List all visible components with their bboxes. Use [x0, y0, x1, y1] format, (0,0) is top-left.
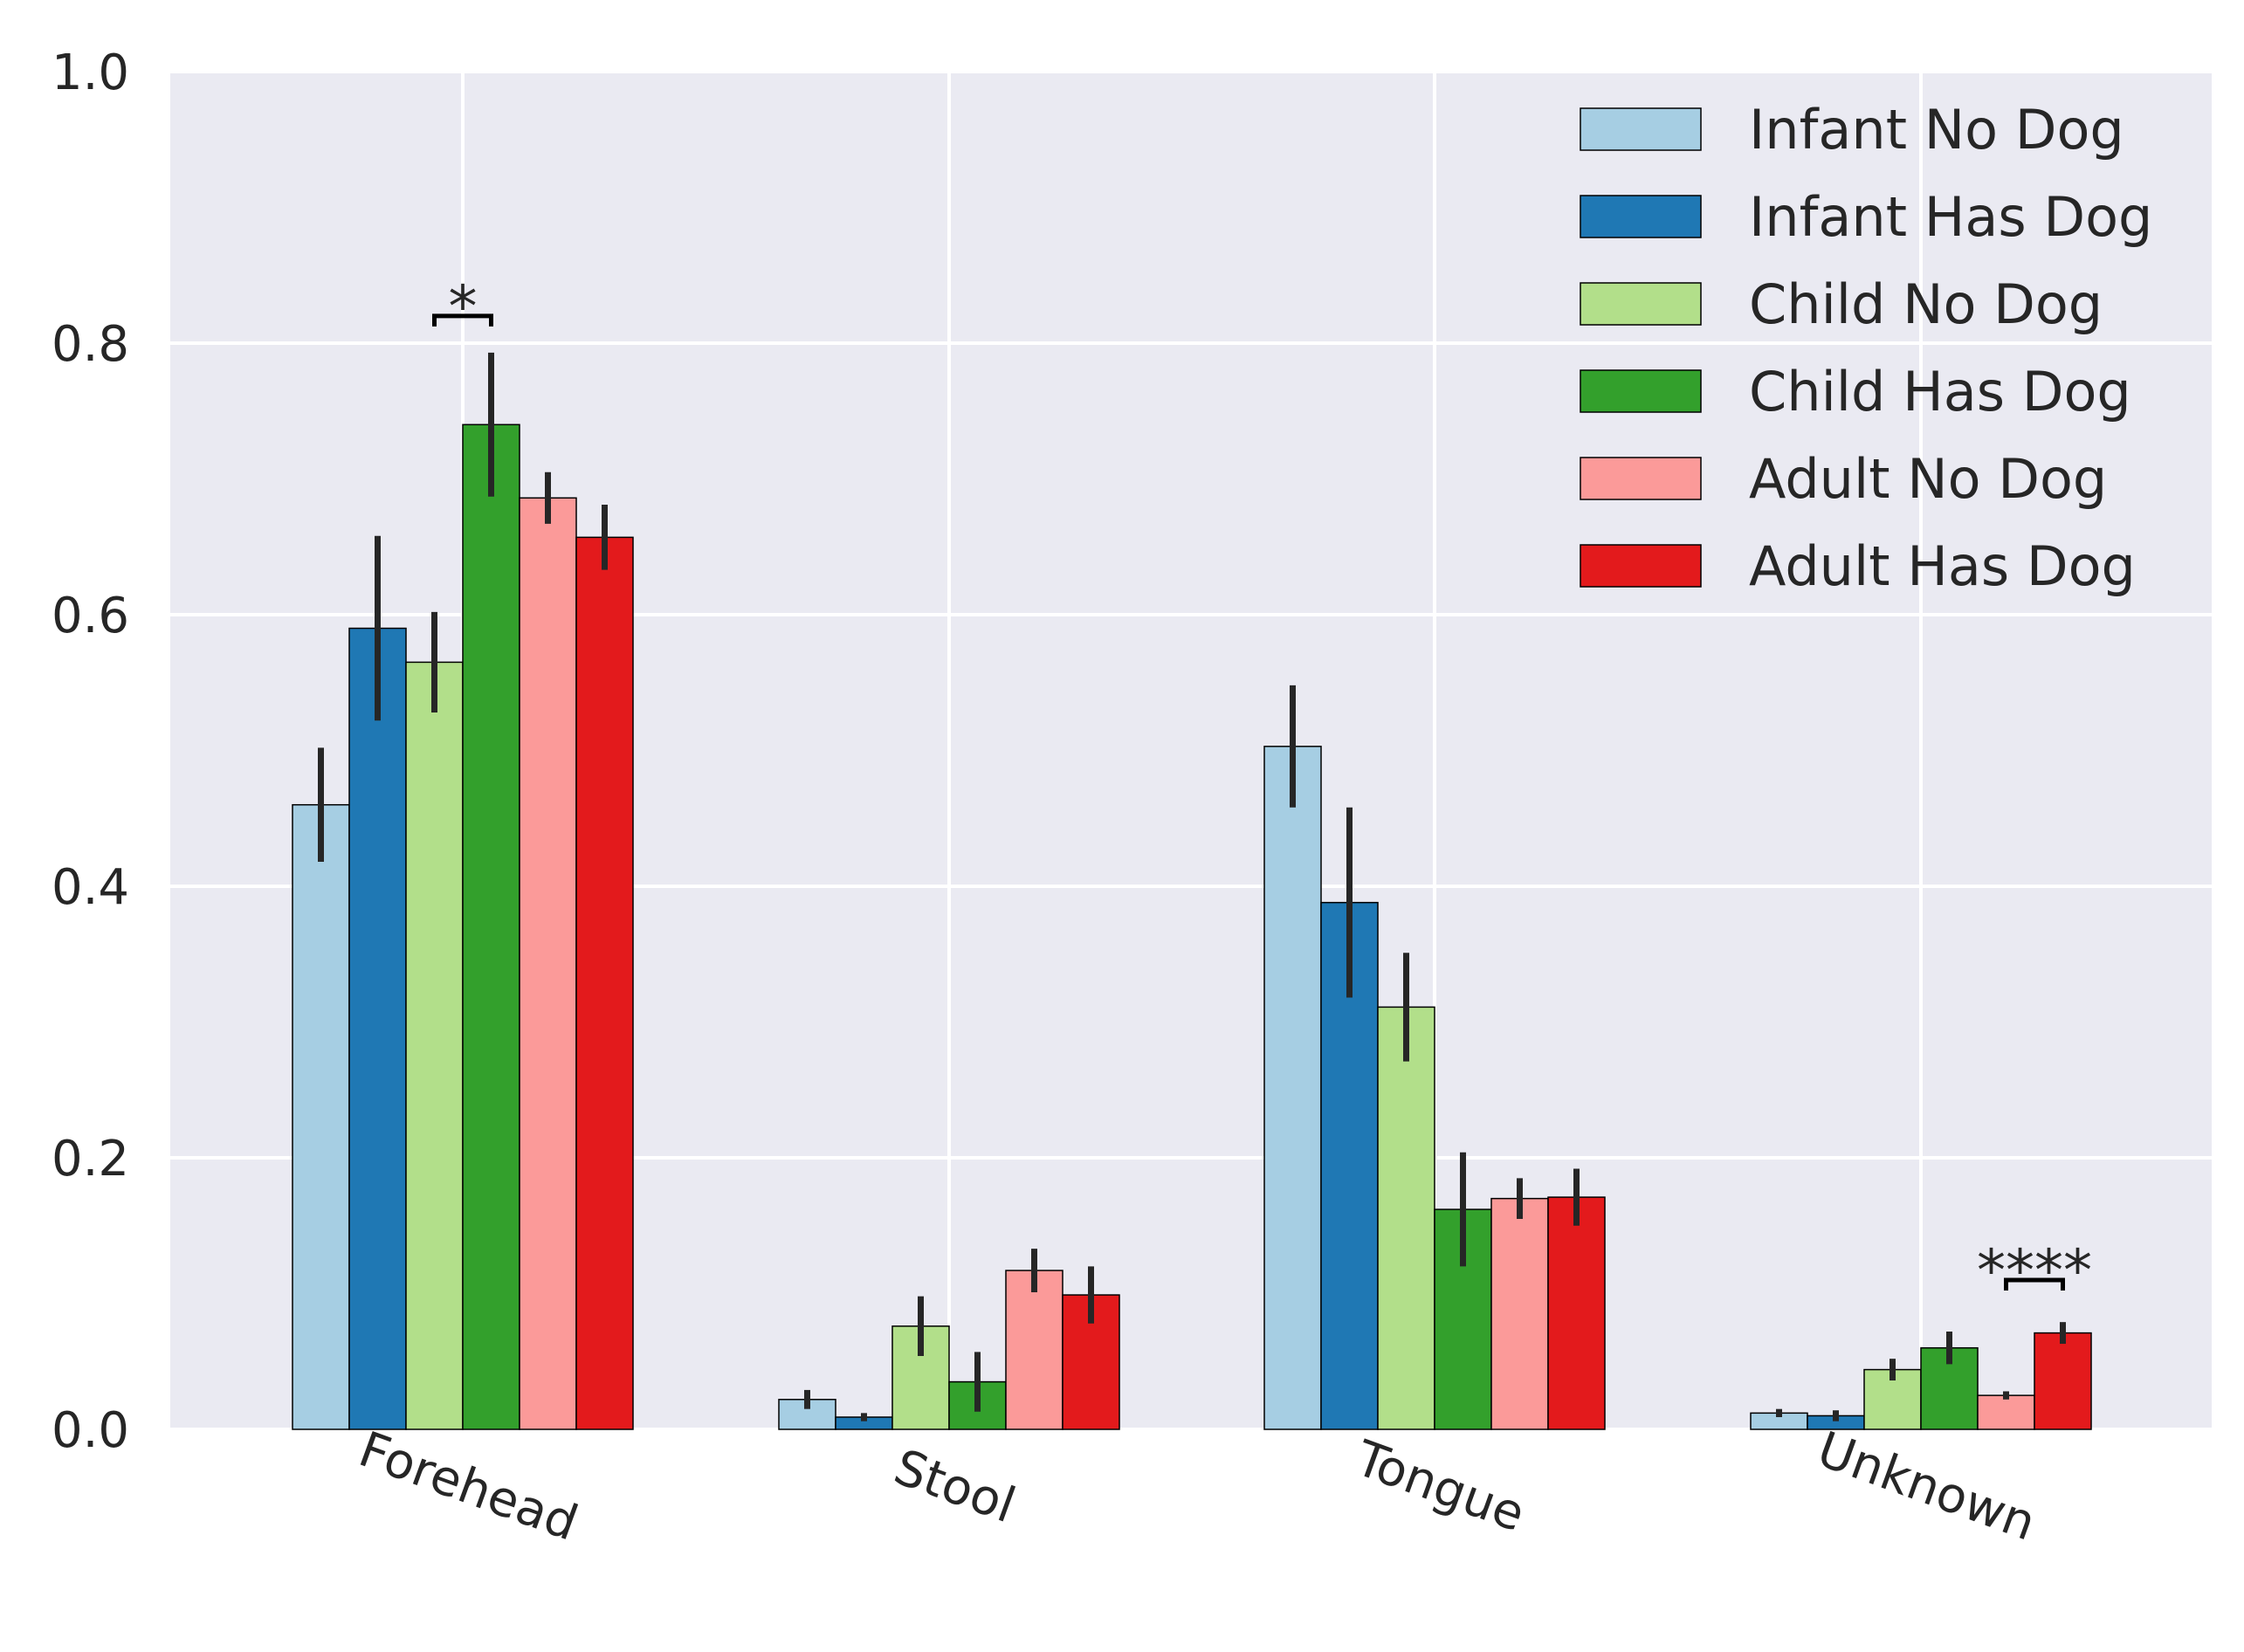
x-tick-label: Unknown [1810, 1421, 2043, 1552]
legend-swatch [1580, 457, 1702, 500]
legend-label: Infant Has Dog [1749, 185, 2152, 249]
legend-label: Child No Dog [1749, 272, 2103, 336]
y-tick-label: 0.4 [52, 859, 129, 916]
bar [1490, 1197, 1549, 1430]
legend: Infant No Dog Infant Has Dog Child No Dog C… [1580, 98, 2152, 598]
error-bars [318, 352, 2066, 1421]
legend-swatch [1580, 282, 1702, 326]
significance-bracket [2004, 1277, 2065, 1291]
y-tick-label: 0.6 [52, 588, 129, 644]
legend-swatch [1580, 107, 1702, 151]
significance-annotations: ***** [432, 273, 2092, 1304]
legend-swatch [1580, 369, 1702, 413]
bar [1263, 746, 1322, 1430]
bar [462, 423, 520, 1430]
significance-label: **** [1977, 1237, 2092, 1304]
legend-label: Adult No Dog [1749, 447, 2107, 511]
x-tick-label: Stool [887, 1439, 1022, 1535]
bar [348, 627, 407, 1430]
significance-bracket [432, 313, 493, 327]
bar [405, 661, 464, 1430]
bar [519, 497, 577, 1430]
x-axis-ticks: Forehead Stool Tongue Unknown [352, 1421, 2043, 1552]
x-tick-label: Tongue [1347, 1430, 1532, 1544]
y-tick-label: 0.2 [52, 1131, 129, 1187]
bar [292, 803, 350, 1430]
legend-label: Infant No Dog [1749, 98, 2124, 162]
bar [575, 536, 634, 1430]
legend-label: Child Has Dog [1749, 360, 2131, 423]
bar [778, 1399, 836, 1430]
x-tick-label: Forehead [352, 1421, 585, 1552]
bar [1005, 1270, 1063, 1430]
y-tick-label: 0.8 [52, 316, 129, 373]
bar [1377, 1006, 1435, 1430]
bars [292, 423, 2092, 1430]
bar [1977, 1394, 2035, 1430]
y-tick-label: 0.0 [52, 1402, 129, 1459]
significance-label: * [449, 273, 478, 341]
legend-swatch [1580, 195, 1702, 238]
bar [2034, 1332, 2092, 1430]
y-tick-label: 1.0 [52, 45, 129, 101]
y-axis-ticks: 0.0 0.2 0.4 0.6 0.8 1.0 [52, 45, 129, 1459]
legend-label: Adult Has Dog [1749, 534, 2136, 598]
bar [1547, 1196, 1606, 1430]
legend-swatch [1580, 544, 1702, 588]
